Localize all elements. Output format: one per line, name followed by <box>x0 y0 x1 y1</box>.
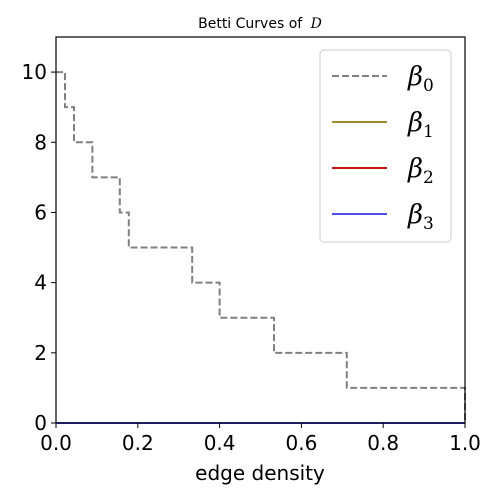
y-tick-label: 6 <box>34 200 47 224</box>
legend-label-beta1: β1 <box>407 108 434 142</box>
legend-label-beta2: β2 <box>407 154 434 188</box>
y-tick-label: 8 <box>34 130 47 154</box>
legend-box <box>319 49 452 243</box>
y-tick-label: 10 <box>22 60 47 84</box>
axes-frame <box>55 36 466 424</box>
svg-text:Betti Curves of D: Betti Curves of D <box>198 16 322 32</box>
y-tick-label: 4 <box>34 271 47 295</box>
series-line-beta0 <box>56 71 466 423</box>
chart-title-text: Betti Curves of <box>198 16 303 32</box>
axes: 0.0 0.2 0.4 0.6 0.8 1.0 0 2 4 6 8 10 <box>22 36 481 455</box>
x-tick-label: 1.0 <box>449 431 481 455</box>
legend: β0 β1 β2 β3 <box>319 49 452 243</box>
legend-label-beta0: β0 <box>407 62 434 96</box>
y-tick-label: 2 <box>34 341 47 365</box>
x-tick-label: 0.4 <box>204 431 236 455</box>
legend-label-beta3: β3 <box>407 200 434 234</box>
chart-title-math: D <box>310 16 322 32</box>
y-tick-label: 0 <box>34 411 47 435</box>
x-tick-label: 0.0 <box>40 431 72 455</box>
x-axis-label: edge density <box>195 461 325 485</box>
x-tick-label: 0.6 <box>285 431 317 455</box>
x-tick-label: 0.2 <box>122 431 154 455</box>
x-tick-label: 0.8 <box>367 431 399 455</box>
chart-title: Betti Curves of D <box>198 16 322 32</box>
